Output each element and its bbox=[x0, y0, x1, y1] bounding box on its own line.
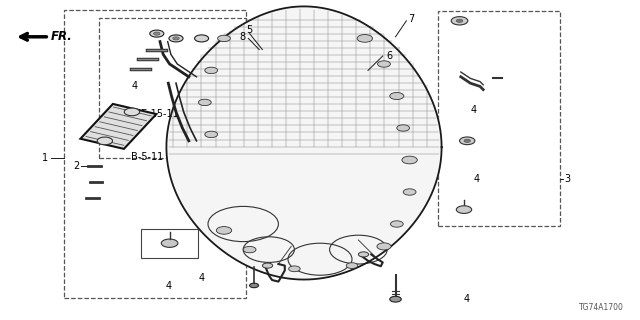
Bar bbox=[81, 104, 156, 149]
Polygon shape bbox=[166, 6, 442, 280]
Text: 2: 2 bbox=[74, 161, 80, 172]
Circle shape bbox=[357, 35, 372, 42]
Text: 1: 1 bbox=[42, 153, 48, 164]
Circle shape bbox=[390, 92, 404, 100]
Circle shape bbox=[173, 37, 179, 40]
Bar bbox=[141, 229, 198, 258]
Circle shape bbox=[397, 125, 410, 131]
Text: 6: 6 bbox=[386, 51, 392, 61]
Circle shape bbox=[243, 246, 256, 253]
Circle shape bbox=[161, 239, 178, 247]
Circle shape bbox=[378, 61, 390, 67]
Circle shape bbox=[216, 227, 232, 234]
Circle shape bbox=[377, 243, 391, 250]
Circle shape bbox=[402, 156, 417, 164]
Text: 7: 7 bbox=[408, 14, 415, 24]
Circle shape bbox=[456, 206, 472, 213]
Circle shape bbox=[218, 35, 230, 42]
Text: 4: 4 bbox=[470, 105, 477, 116]
Text: TG74A1700: TG74A1700 bbox=[579, 303, 624, 312]
Bar bbox=[99, 18, 246, 158]
Bar bbox=[438, 11, 560, 226]
Circle shape bbox=[154, 32, 160, 35]
Text: 4: 4 bbox=[198, 273, 205, 284]
Text: 3: 3 bbox=[564, 174, 571, 184]
Circle shape bbox=[169, 35, 183, 42]
Circle shape bbox=[250, 283, 259, 288]
Circle shape bbox=[358, 252, 369, 257]
Circle shape bbox=[124, 108, 140, 116]
Circle shape bbox=[390, 296, 401, 302]
Circle shape bbox=[205, 131, 218, 138]
Text: 4: 4 bbox=[464, 294, 470, 304]
Circle shape bbox=[403, 189, 416, 195]
Circle shape bbox=[195, 35, 209, 42]
Bar bbox=[64, 10, 246, 298]
Circle shape bbox=[205, 67, 218, 74]
Circle shape bbox=[150, 30, 164, 37]
Circle shape bbox=[346, 263, 358, 268]
Circle shape bbox=[460, 137, 475, 145]
Text: 4: 4 bbox=[165, 281, 172, 292]
Text: FR.: FR. bbox=[51, 30, 73, 43]
Circle shape bbox=[464, 139, 470, 142]
Text: B-5-11: B-5-11 bbox=[131, 152, 163, 162]
Circle shape bbox=[289, 266, 300, 272]
Circle shape bbox=[451, 17, 468, 25]
Circle shape bbox=[97, 137, 113, 145]
Text: E-15-11: E-15-11 bbox=[141, 108, 179, 119]
Circle shape bbox=[456, 19, 463, 22]
Text: 4: 4 bbox=[131, 81, 138, 92]
Text: 8: 8 bbox=[239, 32, 245, 42]
Text: 4: 4 bbox=[474, 174, 480, 184]
Circle shape bbox=[198, 99, 211, 106]
Circle shape bbox=[262, 263, 273, 268]
Circle shape bbox=[390, 221, 403, 227]
Text: 5: 5 bbox=[246, 25, 253, 36]
